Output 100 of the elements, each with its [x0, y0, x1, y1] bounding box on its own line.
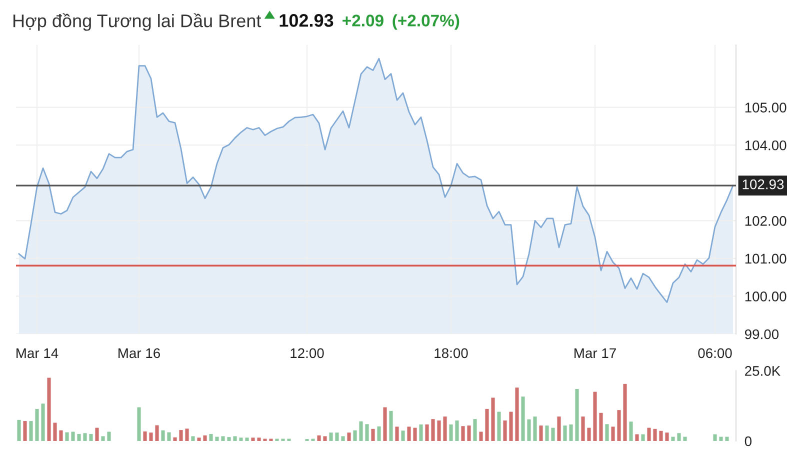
bar: [353, 430, 357, 441]
bar: [389, 410, 393, 441]
bar: [89, 434, 93, 441]
bar: [677, 433, 681, 441]
bar: [545, 426, 549, 441]
bar: [419, 424, 423, 441]
bar: [563, 426, 567, 441]
bar: [647, 428, 651, 441]
bar: [515, 388, 519, 441]
bar: [215, 436, 219, 441]
bar: [599, 412, 603, 441]
text: 102.93: [280, 14, 334, 27]
bar: [251, 438, 255, 441]
bar: [179, 430, 183, 441]
bar: [221, 436, 225, 441]
bar: [209, 434, 213, 441]
bar: [35, 408, 39, 441]
bar: [659, 430, 663, 441]
bar: [725, 436, 729, 441]
bar: [413, 428, 417, 441]
bar: [59, 430, 63, 441]
bar: [83, 433, 87, 441]
bar: [497, 412, 501, 441]
bar: [191, 436, 195, 441]
bar: [29, 421, 33, 441]
bar: [665, 432, 669, 441]
bar: [605, 424, 609, 441]
bar: [185, 428, 189, 441]
bar: [401, 430, 405, 441]
bar: [65, 432, 69, 441]
bar: [539, 426, 543, 441]
bar: [575, 388, 579, 441]
bar: [635, 434, 639, 441]
y-tick-label: 99.00: [744, 329, 779, 340]
bar: [167, 432, 171, 441]
y-tick-label: 105.00: [745, 102, 786, 113]
bar: [371, 428, 375, 441]
bar: [557, 416, 561, 441]
bar: [383, 407, 387, 441]
x-tick-label: 12:00: [290, 348, 324, 358]
bar: [431, 419, 435, 441]
bar: [23, 421, 27, 441]
bar: [107, 432, 111, 441]
bar: [569, 424, 573, 441]
x-tick-label: Mar 16: [118, 348, 160, 358]
bar: [473, 419, 477, 441]
bar: [485, 408, 489, 441]
bar: [77, 434, 81, 441]
bar: [581, 416, 585, 441]
bar: [53, 422, 57, 441]
bar: [71, 432, 75, 441]
bar: [95, 428, 99, 441]
bar: [245, 438, 249, 441]
bar: [227, 437, 231, 441]
bar: [593, 392, 597, 441]
bar: [623, 384, 627, 441]
bar: [509, 412, 513, 441]
bar: [533, 416, 537, 441]
bar: [395, 426, 399, 441]
bar: [341, 436, 345, 441]
bar: [683, 436, 687, 441]
x-tick-label: 06:00: [698, 348, 732, 358]
bar: [521, 396, 525, 441]
bar: [233, 436, 237, 441]
bar: [671, 436, 675, 441]
bar: [239, 438, 243, 441]
bar: [149, 432, 153, 441]
y-tick-label: 102.00: [745, 216, 786, 226]
x-tick-label: 18:00: [434, 348, 468, 358]
bar: [335, 432, 339, 441]
bar: [329, 432, 333, 441]
ref-line-label: 102.93: [742, 179, 784, 190]
bar: [257, 438, 261, 441]
y-tick-label: 25.0K: [745, 366, 780, 376]
bar: [359, 421, 363, 441]
bar: [317, 435, 321, 441]
text: (+2.07%): [392, 14, 460, 30]
bar: [101, 436, 105, 441]
bar: [461, 426, 465, 441]
x-tick-label: Mar 17: [574, 348, 616, 358]
bar: [203, 435, 207, 441]
text: +2.09: [342, 14, 384, 26]
bar: [47, 378, 51, 441]
y-tick-label: 100.00: [745, 292, 786, 302]
bar: [377, 426, 381, 441]
bar: [155, 425, 159, 441]
bar: [719, 436, 723, 441]
bar: [137, 407, 141, 441]
bar: [323, 436, 327, 441]
bar: [479, 432, 483, 441]
bar: [467, 426, 471, 441]
bar: [407, 426, 411, 441]
bar: [17, 420, 21, 441]
x-tick-label: Mar 14: [16, 348, 58, 358]
bar: [41, 404, 45, 441]
bar: [197, 438, 201, 441]
bar: [161, 430, 165, 441]
bar: [455, 420, 459, 441]
bar: [449, 424, 453, 441]
bar: [641, 434, 645, 441]
